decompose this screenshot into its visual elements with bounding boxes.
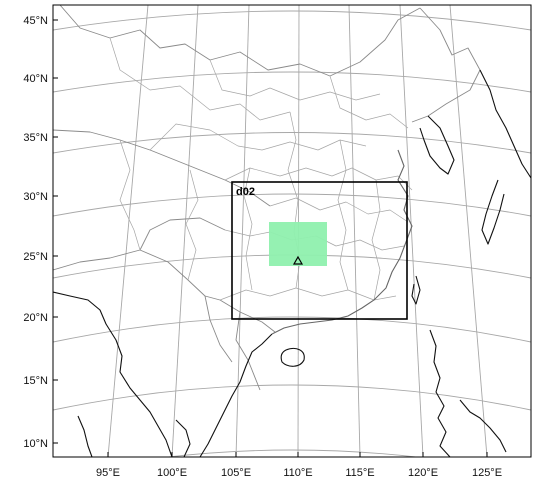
lon-label: 110°E: [283, 467, 312, 479]
triangle-outline-icon: [292, 255, 304, 265]
domain-d02-box: [231, 181, 408, 320]
domain-d02-label: d02: [236, 186, 255, 198]
study-area: [269, 222, 327, 266]
lat-label: 10°N: [23, 438, 48, 450]
province-borders: [109, 37, 413, 301]
lat-label: 45°N: [23, 15, 48, 27]
map-frame: [52, 4, 532, 458]
lat-label: 25°N: [23, 251, 48, 263]
coastline: [53, 69, 531, 457]
lon-label: 100°E: [157, 467, 187, 479]
lat-label: 15°N: [23, 375, 48, 387]
lat-label: 40°N: [23, 73, 48, 85]
lat-label: 20°N: [23, 312, 48, 324]
lon-label: 120°E: [408, 467, 438, 479]
lon-label: 125°E: [472, 467, 502, 479]
lon-ticks: [107, 452, 488, 457]
lat-label: 35°N: [23, 132, 48, 144]
lon-label: 115°E: [345, 467, 374, 479]
national-borders: [53, 5, 481, 391]
lat-label: 30°N: [23, 191, 48, 203]
lat-ticks: [53, 19, 58, 444]
lat-labels: 45°N 40°N 35°N 30°N 25°N 20°N 15°N 10°N: [23, 15, 48, 450]
graticule-latitudes: [53, 10, 531, 457]
lon-label: 105°E: [221, 467, 251, 479]
lon-label: 95°E: [96, 467, 120, 479]
lon-labels: 95°E 100°E 105°E 110°E 115°E 120°E 125°E: [96, 467, 502, 479]
